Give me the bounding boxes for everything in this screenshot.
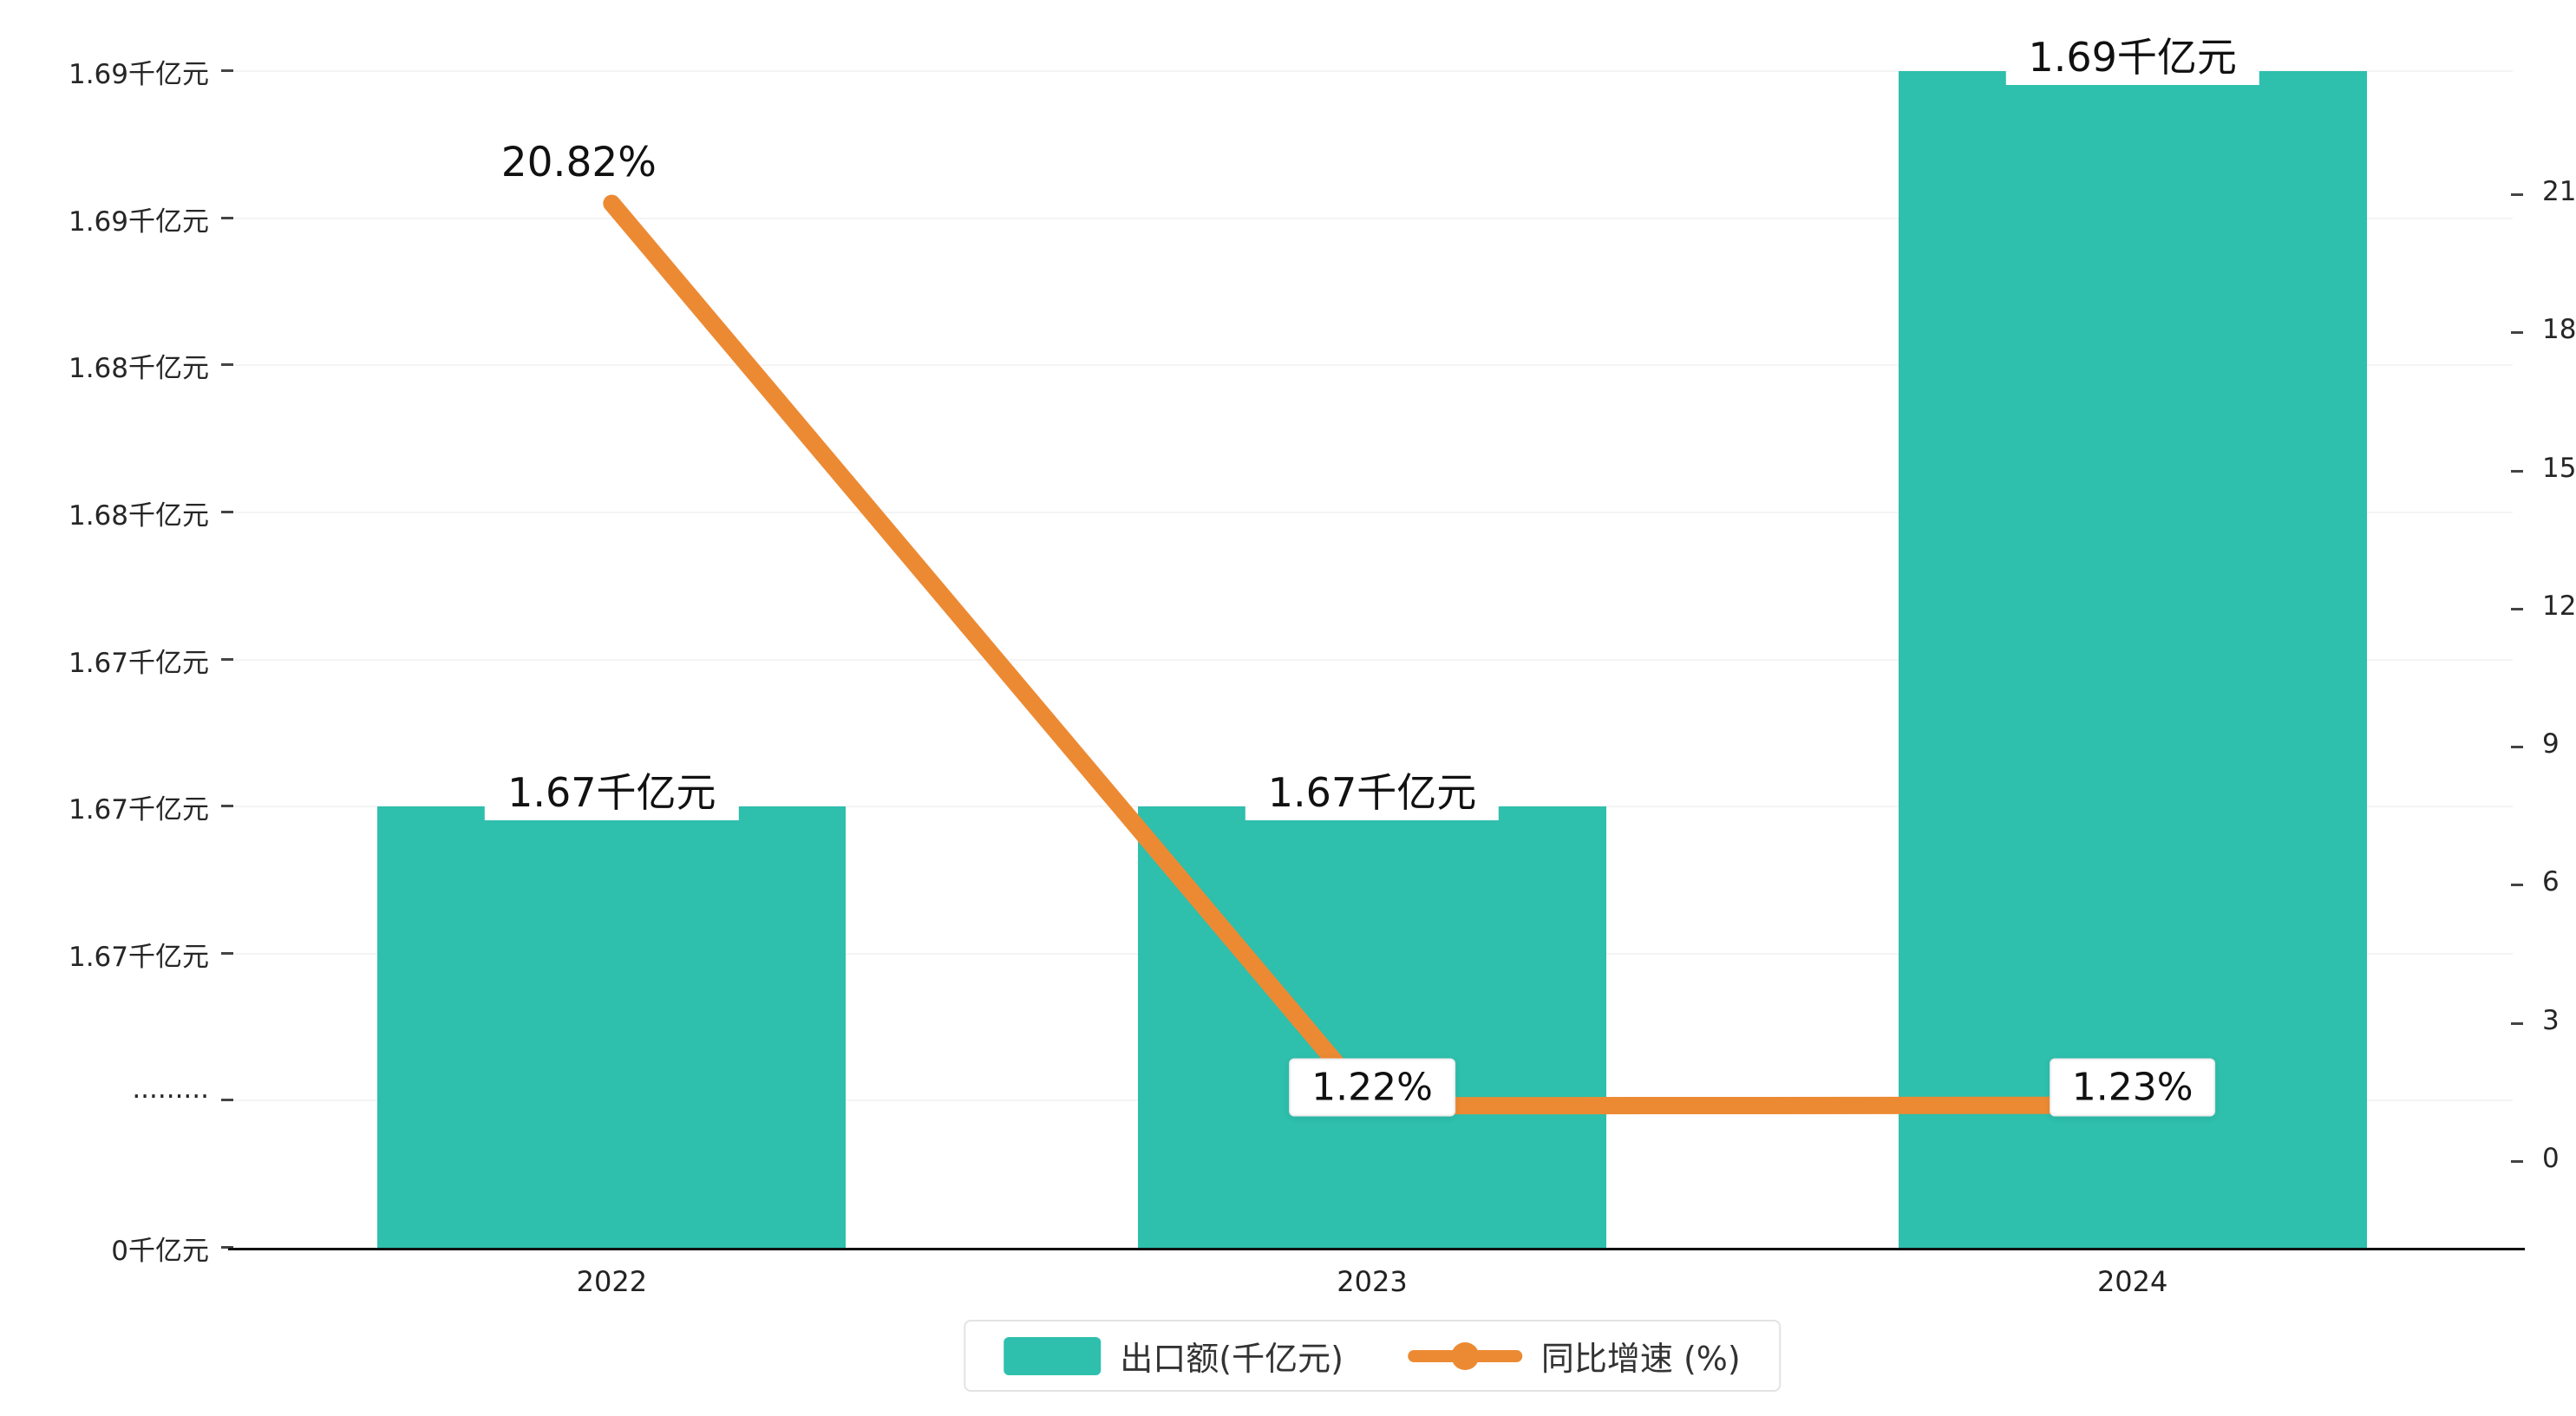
left-axis-tick-label: 1.68千亿元 <box>68 499 209 532</box>
line-value-label-box: 1.23% <box>2049 1058 2216 1117</box>
line-value-label-box: 1.22% <box>1289 1058 1455 1117</box>
right-axis-tick-mark <box>2511 1021 2523 1025</box>
left-axis-tick-mark <box>221 657 233 661</box>
left-axis-tick-label: 1.69千亿元 <box>68 206 209 238</box>
bar-value-label: 1.67千亿元 <box>1245 760 1500 821</box>
left-axis-tick-mark <box>221 216 233 219</box>
right-axis-tick-label: 9 <box>2542 728 2560 760</box>
left-axis-tick-mark <box>221 951 233 955</box>
right-axis-tick-label: 12 <box>2542 590 2576 622</box>
bar-value-label: 1.67千亿元 <box>485 760 739 821</box>
right-axis-tick-label: 3 <box>2542 1004 2560 1036</box>
right-axis-tick-mark <box>2511 1160 2523 1163</box>
right-axis-tick-mark <box>2511 331 2523 335</box>
right-axis-tick-label: 0 <box>2542 1143 2560 1174</box>
bar-series-swatch-icon <box>1004 1336 1102 1375</box>
right-axis-tick-mark <box>2511 884 2523 887</box>
left-axis-tick-mark <box>221 363 233 367</box>
right-axis-tick-label: 18 <box>2542 314 2576 346</box>
left-axis-tick-mark <box>221 510 233 513</box>
bar[interactable] <box>1138 806 1606 1248</box>
left-axis-tick-label: 1.67千亿元 <box>68 941 209 973</box>
legend: 出口额(千亿元) 同比增速 (%) <box>964 1320 1781 1392</box>
right-axis-tick-label: 15 <box>2542 452 2576 484</box>
left-axis-tick-label: ········· <box>132 1081 209 1113</box>
left-axis-tick-mark <box>221 805 233 808</box>
right-axis-tick-mark <box>2511 746 2523 749</box>
left-axis-tick-mark <box>221 1099 233 1102</box>
x-axis-label: 2022 <box>576 1265 648 1298</box>
legend-item-line-series[interactable]: 同比增速 (%) <box>1407 1332 1741 1380</box>
line-value-label: 20.82% <box>500 138 657 186</box>
left-axis-tick-label: 1.67千亿元 <box>68 647 209 679</box>
right-axis-tick-label: 6 <box>2542 866 2560 898</box>
legend-label: 同比增速 (%) <box>1540 1340 1741 1378</box>
left-axis-tick-label: 0千亿元 <box>111 1236 209 1267</box>
left-axis-tick-label: 1.67千亿元 <box>68 794 209 826</box>
right-axis-tick-mark <box>2511 607 2523 610</box>
left-axis-tick-label: 1.69千亿元 <box>68 59 209 90</box>
left-axis-tick-mark <box>221 69 233 72</box>
left-axis-tick-mark <box>221 1246 233 1249</box>
right-axis-tick-mark <box>2511 469 2523 473</box>
right-axis-tick-label: 21 <box>2542 176 2576 207</box>
left-axis-tick-label: 1.68千亿元 <box>68 353 209 385</box>
legend-label: 出口额(千亿元) <box>1120 1340 1344 1378</box>
bar-value-label: 1.69千亿元 <box>2005 24 2259 85</box>
legend-item-bar-series[interactable]: 出口额(千亿元) <box>1004 1332 1344 1380</box>
x-axis-label: 2023 <box>1337 1265 1408 1298</box>
x-axis-line <box>228 1248 2525 1250</box>
right-axis-tick-mark <box>2511 193 2523 196</box>
gridline <box>232 70 2513 72</box>
line-series-marker-icon <box>1407 1337 1522 1375</box>
x-axis-label: 2024 <box>2096 1265 2168 1298</box>
bar[interactable] <box>377 806 847 1248</box>
